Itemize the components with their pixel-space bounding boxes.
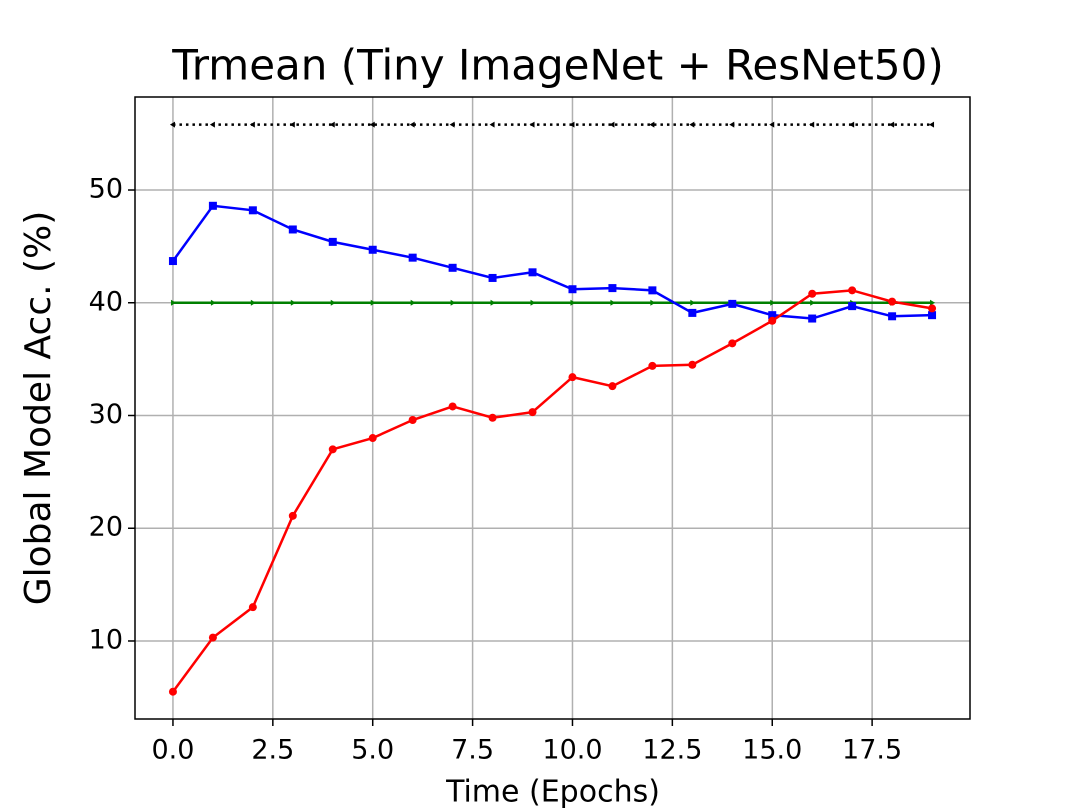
marker [528,408,537,417]
marker [489,121,495,128]
x-tick-label: 7.5 [451,735,494,766]
marker [209,121,215,128]
marker [888,312,897,321]
marker [608,284,617,293]
marker [848,286,857,295]
marker [810,299,816,306]
x-tick-label: 2.5 [251,735,294,766]
marker [649,121,655,128]
marker [929,121,935,128]
y-tick-label: 50 [89,174,123,205]
marker [848,302,857,311]
marker [889,121,895,128]
marker [408,416,417,425]
marker [249,121,255,128]
marker [208,633,217,642]
marker [569,121,575,128]
marker [370,299,376,306]
y-tick-label: 30 [89,399,123,430]
marker [768,311,777,320]
x-tick-label: 5.0 [351,735,394,766]
marker [248,206,257,215]
marker [690,299,696,306]
series-line [171,204,933,320]
marker [408,253,417,262]
marker [568,285,577,294]
marker [688,308,697,317]
marker [288,511,297,520]
marker [650,299,656,306]
marker [448,402,457,411]
y-tick-label: 20 [89,512,123,543]
marker [808,289,817,298]
marker [168,687,177,696]
marker [449,121,455,128]
x-tick-label: 12.5 [642,735,702,766]
marker [689,121,695,128]
marker [608,382,617,391]
marker [368,245,377,254]
marker [570,299,576,306]
marker [450,299,456,306]
marker [329,121,335,128]
marker [368,434,377,443]
marker [529,121,535,128]
marker [168,257,177,266]
marker [728,339,737,348]
marker [410,299,416,306]
marker [808,314,817,323]
marker [488,413,497,422]
marker [688,360,697,369]
marker [490,299,496,306]
marker [289,121,295,128]
marker [728,299,737,308]
marker [210,299,216,306]
marker [888,297,897,306]
x-tick-label: 0.0 [151,735,194,766]
marker [928,311,937,320]
marker [369,121,375,128]
x-axis-label: Time (Epochs) [445,775,660,809]
plot-frame [134,96,971,720]
marker [250,299,256,306]
marker [448,263,457,272]
marker [328,445,337,454]
marker [729,121,735,128]
marker [770,299,776,306]
marker [170,299,176,306]
marker [248,603,257,612]
marker [290,299,296,306]
marker [648,286,657,295]
y-tick-label: 10 [89,624,123,655]
marker [928,304,937,313]
chart-title: Trmean (Tiny ImageNet + ResNet50) [171,41,943,90]
y-tick-label: 40 [89,286,123,317]
marker [488,273,497,282]
marker [769,121,775,128]
marker [169,121,175,128]
marker [809,121,815,128]
marker [288,225,297,234]
y-axis-label: Global Model Acc. (%) [18,211,59,606]
marker [409,121,415,128]
series-line [171,289,933,693]
marker [849,121,855,128]
marker [609,121,615,128]
marker [528,268,537,277]
marker [610,299,616,306]
marker [328,237,337,246]
x-tick-label: 15.0 [742,735,802,766]
marker [208,201,217,210]
marker [648,361,657,370]
marker [530,299,536,306]
marker [330,299,336,306]
x-tick-label: 10.0 [542,735,602,766]
x-tick-label: 17.5 [842,735,902,766]
marker [568,373,577,382]
marker [930,299,936,306]
marker [768,316,777,325]
